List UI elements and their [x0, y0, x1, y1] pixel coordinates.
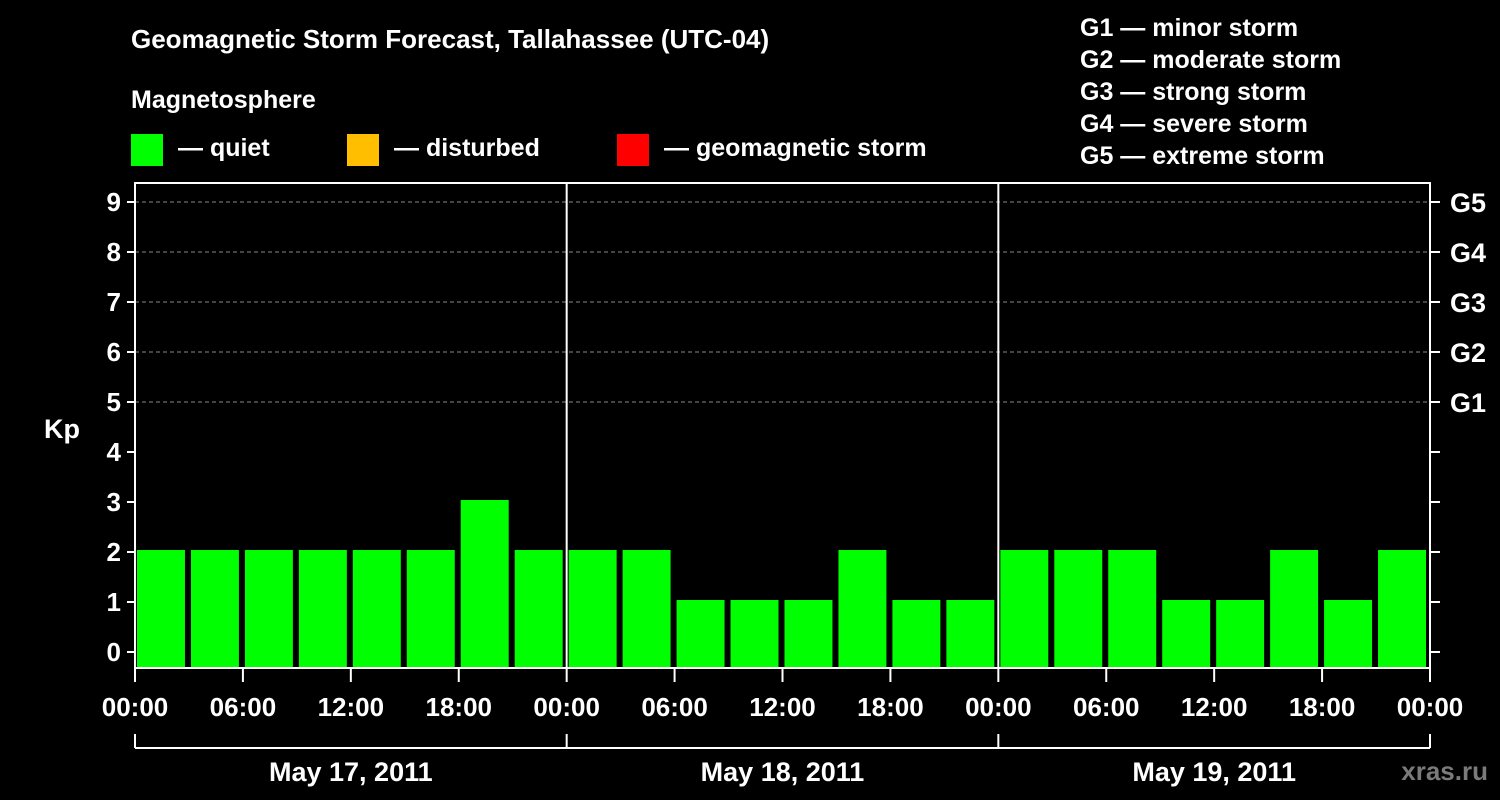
kp-bar — [352, 550, 401, 668]
legend-swatch-quiet — [131, 134, 163, 166]
g-scale-item-g4: G4 — severe storm — [1080, 110, 1308, 138]
kp-bar — [1270, 550, 1319, 668]
kp-bar — [460, 500, 509, 668]
g-axis-label: G5 — [1450, 188, 1486, 218]
kp-bar — [244, 550, 293, 668]
x-tick-label: 12:00 — [749, 692, 816, 722]
x-tick-label: 12:00 — [318, 692, 385, 722]
g-scale-item-g1: G1 — minor storm — [1080, 14, 1299, 42]
g-scale-item-g2: G2 — moderate storm — [1080, 46, 1342, 74]
chart-title: Geomagnetic Storm Forecast, Tallahassee … — [131, 24, 770, 54]
x-tick-label: 00:00 — [965, 692, 1032, 722]
y-tick-label: 4 — [107, 437, 122, 467]
g-scale-item-g3: G3 — strong storm — [1080, 78, 1307, 106]
date-label: May 19, 2011 — [1132, 757, 1296, 787]
kp-bar — [1216, 600, 1265, 668]
watermark: xras.ru — [1401, 756, 1488, 786]
date-label: May 18, 2011 — [701, 757, 865, 787]
kp-bar — [514, 550, 563, 668]
g-axis-label: G4 — [1450, 238, 1486, 268]
g-axis-label: G2 — [1450, 338, 1486, 368]
legend-swatch-disturbed — [347, 134, 379, 166]
g-scale-item-g5: G5 — extreme storm — [1080, 142, 1325, 170]
kp-bar — [1054, 550, 1103, 668]
kp-bar — [1378, 550, 1426, 668]
legend-swatch-storm — [617, 134, 649, 166]
kp-bar — [1162, 600, 1211, 668]
g-axis-label: G3 — [1450, 288, 1486, 318]
kp-bar — [946, 600, 995, 668]
x-tick-label: 12:00 — [1181, 692, 1248, 722]
y-tick-label: 2 — [107, 537, 121, 567]
kp-bar — [137, 550, 185, 668]
x-tick-label: 06:00 — [641, 692, 708, 722]
y-tick-label: 5 — [107, 387, 121, 417]
x-tick-label: 18:00 — [1289, 692, 1356, 722]
y-tick-label: 3 — [107, 487, 121, 517]
kp-bar — [1324, 600, 1373, 668]
x-tick-label: 06:00 — [210, 692, 277, 722]
y-axis-title: Kp — [44, 414, 80, 444]
y-tick-label: 0 — [107, 637, 121, 667]
x-tick-label: 18:00 — [426, 692, 493, 722]
y-tick-label: 9 — [107, 187, 121, 217]
kp-bar — [190, 550, 239, 668]
kp-bar — [568, 550, 617, 668]
kp-bar — [730, 600, 779, 668]
legend-label-disturbed: — disturbed — [394, 134, 540, 162]
kp-bar — [784, 600, 833, 668]
magnetosphere-title: Magnetosphere — [131, 86, 316, 114]
kp-bar — [1000, 550, 1049, 668]
legend-label-storm: — geomagnetic storm — [664, 134, 927, 162]
kp-bar — [622, 550, 671, 668]
x-tick-label: 00:00 — [102, 692, 169, 722]
kp-bar — [1108, 550, 1157, 668]
x-tick-label: 06:00 — [1073, 692, 1140, 722]
kp-bar — [298, 550, 347, 668]
x-tick-label: 18:00 — [857, 692, 924, 722]
x-tick-label: 00:00 — [533, 692, 600, 722]
y-tick-label: 8 — [107, 237, 121, 267]
y-tick-label: 6 — [107, 337, 121, 367]
kp-bar — [406, 550, 455, 668]
g-axis-label: G1 — [1450, 388, 1486, 418]
kp-bar — [676, 600, 725, 668]
y-tick-label: 7 — [107, 287, 121, 317]
date-label: May 17, 2011 — [269, 757, 433, 787]
kp-bar — [892, 600, 941, 668]
x-tick-label: 00:00 — [1397, 692, 1464, 722]
legend-label-quiet: — quiet — [178, 134, 270, 162]
kp-bar — [838, 550, 887, 668]
y-tick-label: 1 — [107, 587, 121, 617]
